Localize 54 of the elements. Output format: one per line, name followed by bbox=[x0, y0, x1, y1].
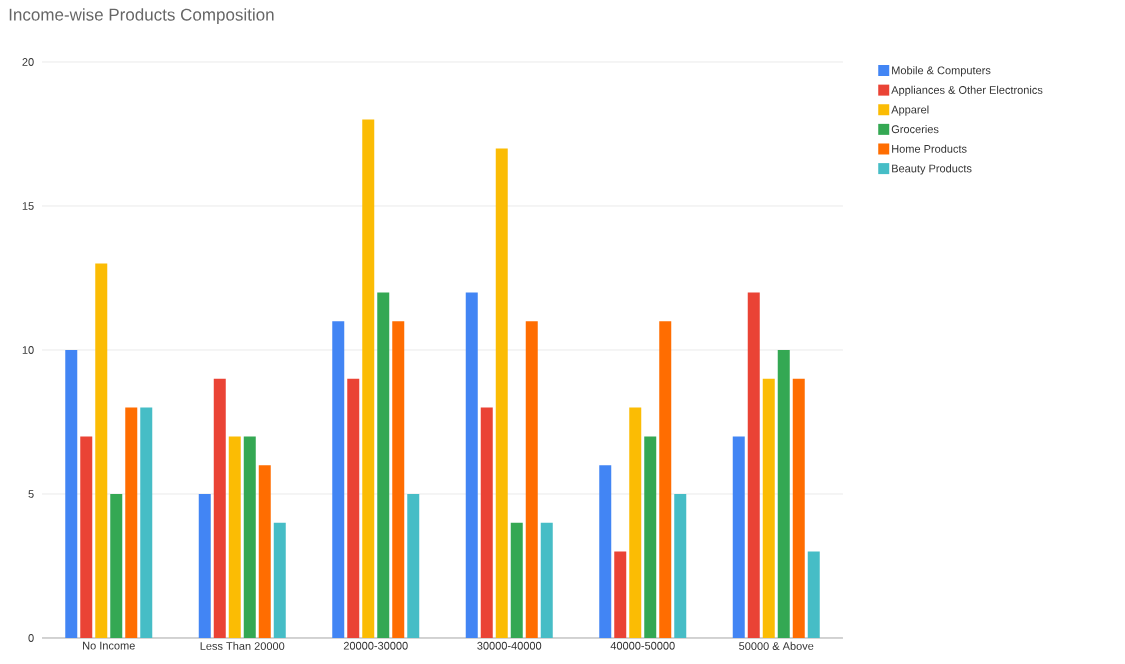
x-tick-label: 20000-30000 bbox=[343, 641, 408, 650]
bar bbox=[95, 263, 108, 638]
bar bbox=[362, 119, 375, 638]
x-tick-label: No Income bbox=[83, 641, 135, 650]
bar bbox=[807, 551, 820, 638]
bar bbox=[80, 436, 93, 638]
bar bbox=[629, 407, 642, 638]
bar bbox=[65, 349, 78, 638]
bar bbox=[614, 551, 627, 638]
bar bbox=[732, 436, 745, 638]
bar bbox=[392, 321, 405, 638]
bar bbox=[525, 321, 538, 638]
bar bbox=[347, 378, 360, 638]
x-tick-label: 30000-40000 bbox=[477, 641, 542, 650]
bar bbox=[762, 378, 775, 638]
bar bbox=[273, 522, 286, 638]
y-tick-label: 5 bbox=[28, 490, 34, 498]
y-tick-label: 15 bbox=[22, 202, 34, 210]
bar bbox=[599, 465, 612, 638]
y-tick-label: 10 bbox=[22, 346, 34, 354]
legend-label: Groceries bbox=[891, 125, 939, 134]
bar bbox=[495, 148, 508, 638]
bar bbox=[465, 292, 478, 638]
bar bbox=[125, 407, 138, 638]
y-tick-label: 20 bbox=[22, 58, 34, 66]
bar bbox=[332, 321, 345, 638]
x-tick-label: Less Than 20000 bbox=[200, 641, 285, 650]
y-tick-label: 0 bbox=[28, 634, 34, 642]
bar bbox=[792, 378, 805, 638]
bar bbox=[110, 493, 123, 638]
bar bbox=[377, 292, 390, 638]
legend-label: Apparel bbox=[891, 105, 929, 116]
x-tick-label: 50000 & Above bbox=[739, 641, 814, 650]
legend-label: Mobile & Computers bbox=[892, 66, 991, 77]
bar bbox=[644, 436, 657, 638]
chart-title: Income-wise Products Composition bbox=[9, 8, 274, 25]
bar bbox=[228, 436, 241, 638]
bar bbox=[140, 407, 153, 638]
bar bbox=[213, 378, 226, 638]
bar bbox=[674, 493, 687, 638]
bar bbox=[480, 407, 493, 638]
bar bbox=[407, 493, 420, 638]
bar bbox=[198, 493, 211, 638]
legend-label: Beauty Products bbox=[892, 164, 972, 175]
bar bbox=[540, 522, 553, 638]
bar bbox=[659, 321, 672, 638]
bar bbox=[510, 522, 523, 638]
bar bbox=[258, 465, 271, 638]
bar bbox=[243, 436, 256, 638]
legend-label: Home Products bbox=[892, 144, 967, 153]
x-tick-label: 40000-50000 bbox=[610, 641, 675, 650]
bar bbox=[747, 292, 760, 638]
legend-label: Appliances & Other Electronics bbox=[891, 85, 1043, 97]
bar bbox=[777, 349, 790, 638]
